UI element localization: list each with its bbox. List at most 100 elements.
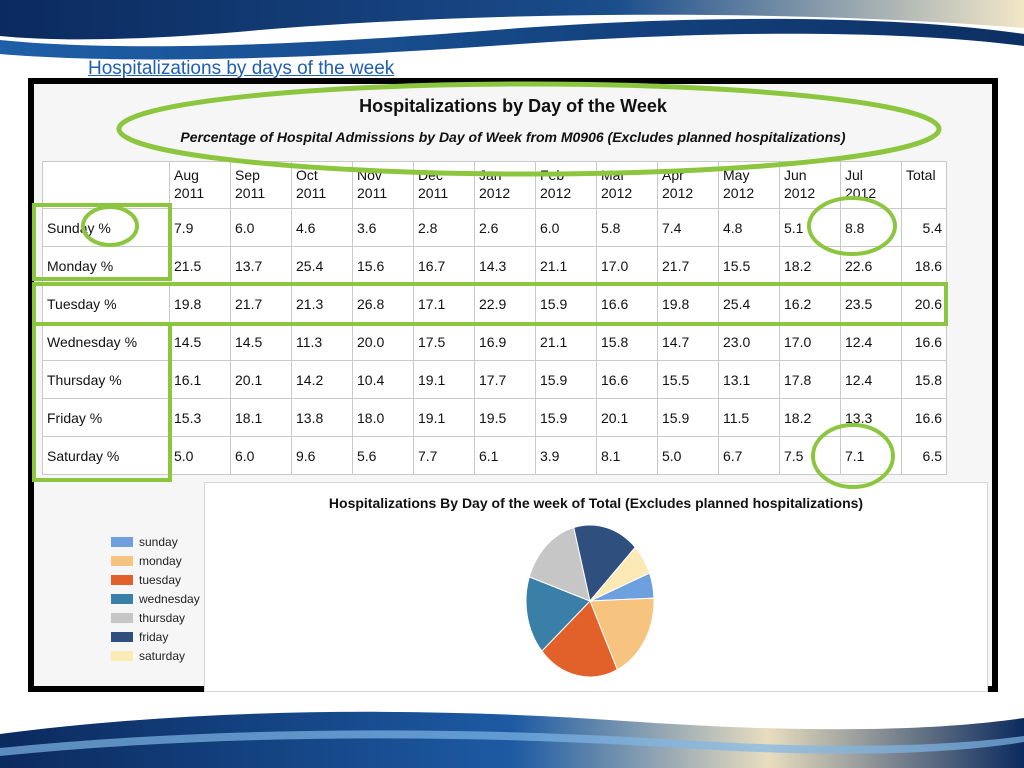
month-year: 2012 (601, 185, 633, 201)
table-cell: 6.7 (718, 436, 780, 475)
table-cell: 6.0 (230, 436, 292, 475)
table-cell: 15.6 (352, 246, 414, 285)
table-cell: 15.3 (169, 398, 231, 437)
month-year: 2012 (662, 185, 694, 201)
row-label: Saturday % (42, 436, 170, 475)
pie-slice-thursday (528, 526, 591, 602)
slide-title: Hospitalizations by days of the week (88, 58, 395, 79)
row-label: Wednesday % (42, 322, 170, 361)
legend-item: wednesday (111, 589, 200, 608)
chart-title: Hospitalizations By Day of the week of T… (328, 495, 864, 511)
month-name: Mar (601, 167, 626, 183)
month-name: Dec (418, 167, 443, 183)
table-cell: 16.2 (779, 284, 841, 323)
table-cell: 18.0 (352, 398, 414, 437)
pie-chart-panel: Hospitalizations By Day of the week of T… (111, 482, 988, 692)
table-cell: 21.3 (291, 284, 353, 323)
month-header: Apr 2012 (657, 161, 719, 209)
table-cell: 16.7 (413, 246, 475, 285)
legend-item: thursday (111, 608, 200, 627)
month-name: Oct (296, 167, 318, 183)
total-header: Total (901, 161, 947, 209)
table-cell: 21.1 (535, 322, 597, 361)
month-header: Jan 2012 (474, 161, 536, 209)
month-name: Aug (174, 167, 199, 183)
month-name: Jan (479, 167, 502, 183)
legend-swatch (111, 593, 133, 604)
top-decorative-wave (0, 0, 1024, 60)
table-cell: 6.0 (230, 208, 292, 247)
month-header: Jul 2012 (840, 161, 902, 209)
table-cell: 15.8 (596, 322, 658, 361)
legend-item: friday (111, 627, 200, 646)
legend-label: friday (139, 629, 169, 644)
table-cell: 16.1 (169, 360, 231, 399)
table-cell: 15.9 (535, 284, 597, 323)
table-cell: 17.0 (596, 246, 658, 285)
month-name: May (723, 167, 750, 183)
month-header: Oct 2011 (291, 161, 353, 209)
table-cell: 5.6 (352, 436, 414, 475)
table-cell: 22.9 (474, 284, 536, 323)
bottom-decorative-wave (0, 711, 1024, 768)
pie-slice-monday (589, 597, 655, 671)
month-year: 2011 (174, 185, 205, 201)
legend-item: sunday (111, 532, 200, 551)
table-cell: 23.5 (840, 284, 902, 323)
month-year: 2012 (479, 185, 511, 201)
table-cell: 4.6 (291, 208, 353, 247)
legend-swatch (111, 650, 133, 661)
table-row: Sunday % 7.9 6.0 4.6 3.6 2.8 2.6 6.0 5.8 7.4 4.8 5.… (42, 208, 947, 247)
total-cell: 5.4 (901, 208, 947, 247)
month-year: 2012 (540, 185, 572, 201)
table-cell: 2.6 (474, 208, 536, 247)
table-cell: 7.5 (779, 436, 841, 475)
table-cell: 22.6 (840, 246, 902, 285)
legend-swatch (111, 555, 133, 566)
month-year: 2011 (357, 185, 388, 201)
header-corner (42, 161, 170, 209)
table-row: Tuesday % 19.8 21.7 21.3 26.8 17.1 22.9 15.9 16.… (42, 284, 947, 323)
month-header: Dec 2011 (413, 161, 475, 209)
legend-swatch (111, 612, 133, 623)
total-cell: 15.8 (901, 360, 947, 399)
table-cell: 12.4 (840, 360, 902, 399)
table-cell: 7.4 (657, 208, 719, 247)
table-cell: 6.0 (535, 208, 597, 247)
row-label: Friday % (42, 398, 170, 437)
row-label: Sunday % (42, 208, 170, 247)
table-cell: 25.4 (291, 246, 353, 285)
table-row: Friday % 15.3 18.1 13.8 18.0 19.1 19.5 15.9 20.1… (42, 398, 947, 437)
table-cell: 5.0 (657, 436, 719, 475)
table-cell: 11.3 (291, 322, 353, 361)
month-name: Sep (235, 167, 260, 183)
table-cell: 20.0 (352, 322, 414, 361)
legend-swatch (111, 631, 133, 642)
table-cell: 17.8 (779, 360, 841, 399)
table-cell: 17.0 (779, 322, 841, 361)
month-header: Sep 2011 (230, 161, 292, 209)
legend-label: wednesday (139, 591, 200, 606)
table-cell: 16.6 (596, 284, 658, 323)
table-cell: 20.1 (230, 360, 292, 399)
table-row: Thursday % 16.1 20.1 14.2 10.4 19.1 17.7 15.9 16… (42, 360, 947, 399)
pie-slice-wednesday (525, 576, 591, 652)
total-cell: 16.6 (901, 322, 947, 361)
table-cell: 18.2 (779, 398, 841, 437)
month-year: 2012 (845, 185, 877, 201)
month-name: Jul (845, 167, 863, 183)
table-cell: 15.9 (657, 398, 719, 437)
month-year: 2011 (235, 185, 266, 201)
month-name: Nov (357, 167, 382, 183)
pie-slice-friday (573, 524, 636, 603)
month-header: Jun 2012 (779, 161, 841, 209)
legend-item: saturday (111, 646, 200, 665)
month-year: 2012 (723, 185, 755, 201)
legend-label: tuesday (139, 572, 182, 587)
table-cell: 19.8 (657, 284, 719, 323)
table-cell: 3.6 (352, 208, 414, 247)
table-cell: 19.1 (413, 360, 475, 399)
table-cell: 14.2 (291, 360, 353, 399)
table-cell: 3.9 (535, 436, 597, 475)
month-name: Feb (540, 167, 565, 183)
